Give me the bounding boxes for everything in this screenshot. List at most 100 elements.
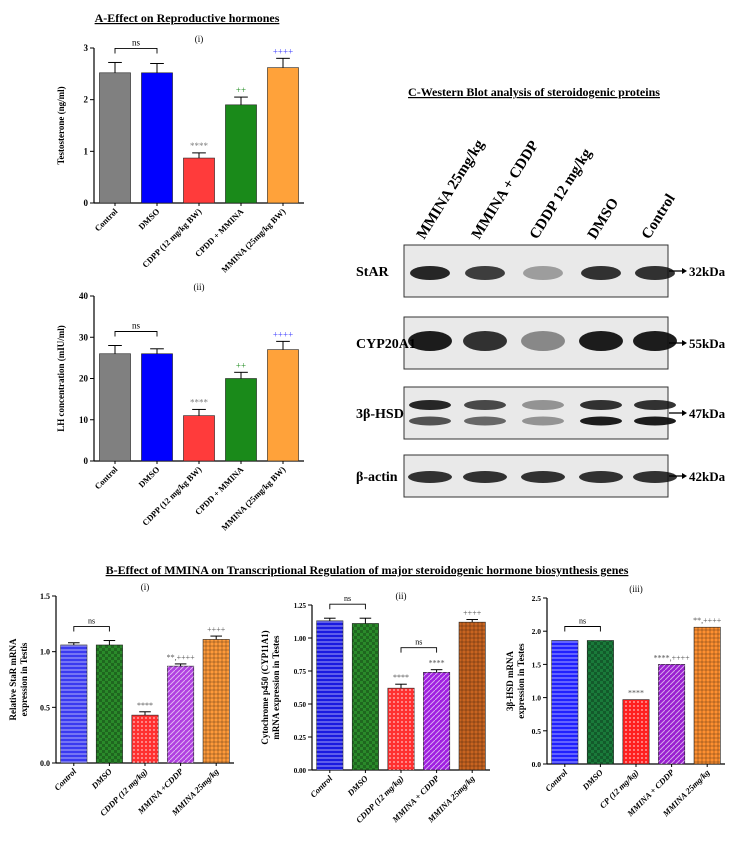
y-tick-label: 0.75 xyxy=(294,668,307,676)
lane-label: DMSO xyxy=(585,195,622,242)
y-tick-label: 1.5 xyxy=(40,592,50,601)
blot-membrane xyxy=(403,386,669,440)
y-tick-label: 2 xyxy=(84,95,89,105)
bar xyxy=(225,378,257,462)
bar xyxy=(267,67,299,204)
bar xyxy=(99,72,131,204)
significance-label: ++++ xyxy=(207,625,226,634)
y-tick-label: 1.0 xyxy=(40,648,50,657)
blot-band xyxy=(521,471,565,483)
y-axis-label-line: expression in Testis xyxy=(19,642,29,716)
blot-panel: CYP20A1 55kDa xyxy=(356,316,726,370)
y-tick-label: 0.5 xyxy=(40,703,50,712)
ns-bracket xyxy=(329,603,366,610)
y-axis-label-line: 3β-HSD mRNA xyxy=(505,651,515,711)
bar-chart: (iii) 0.0 0.5 1.0 1.5 2.0 2.5 3β-HSD mRNA expres… xyxy=(505,584,725,819)
bar-texture xyxy=(694,627,721,764)
x-tick-label: Control xyxy=(92,464,119,491)
y-tick-label: 10 xyxy=(79,415,89,425)
band-size-label: 47kDa xyxy=(689,406,726,421)
ns-label: ns xyxy=(579,616,586,625)
bar xyxy=(225,104,257,204)
blot-band xyxy=(463,331,507,351)
significance-label: **** xyxy=(628,689,644,698)
y-tick-label: 0.25 xyxy=(294,734,307,742)
band-size-label: 32kDa xyxy=(689,264,726,279)
x-tick-label: DMSO xyxy=(580,767,605,792)
y-axis-label-line: mRNA expression in Testes xyxy=(271,635,281,740)
ns-label: ns xyxy=(344,594,351,603)
significance-label: ++++ xyxy=(273,46,293,56)
blot-band xyxy=(581,266,621,280)
blot-band xyxy=(409,416,451,426)
ns-label: ns xyxy=(88,617,95,626)
blot-panel: StAR 32kDa xyxy=(356,244,726,298)
section-a-title: A-Effect on Reproductive hormones xyxy=(95,11,280,25)
protein-label: StAR xyxy=(356,265,390,280)
y-tick-label: 40 xyxy=(79,291,89,301)
y-tick-label: 20 xyxy=(79,374,89,384)
y-axis-label-line: Relative StaR mRNA xyxy=(8,638,18,720)
bar-chart: (ii) 0.00 0.25 0.50 0.75 1.00 1.25 Cytochrome p… xyxy=(260,591,490,825)
bar-texture xyxy=(316,620,343,770)
bar-texture xyxy=(167,666,194,763)
y-axis-label-line: Cytochrome p450 (CYP11A1) xyxy=(260,630,270,744)
bar xyxy=(141,353,173,462)
ns-bracket xyxy=(73,626,110,632)
blot-band xyxy=(464,416,506,426)
blot-band xyxy=(580,416,622,426)
ns-label: ns xyxy=(132,321,141,331)
panel-label: (iii) xyxy=(629,584,643,594)
size-arrowhead xyxy=(682,410,687,416)
significance-label: **,++++ xyxy=(167,653,196,662)
ns-bracket-2 xyxy=(400,647,438,653)
blot-band xyxy=(579,471,623,483)
bar-texture xyxy=(551,640,578,764)
bar-texture xyxy=(131,715,159,763)
blot-band xyxy=(634,400,676,410)
significance-label: ++++ xyxy=(273,329,293,339)
bar-texture xyxy=(587,640,614,764)
y-tick-label: 0.50 xyxy=(294,701,307,709)
y-axis-label: LH concentration (mIU/ml) xyxy=(56,325,66,431)
panel-label: (ii) xyxy=(396,591,407,601)
bar xyxy=(141,72,173,204)
y-tick-label: 1.00 xyxy=(294,635,307,643)
lane-label: CDDP 12 mg/kg xyxy=(527,146,596,243)
y-tick-label: 2.0 xyxy=(532,627,542,636)
protein-label: CYP20A1 xyxy=(356,337,416,352)
western-blot-figure: C-Western Blot analysis of steroidogenic… xyxy=(356,85,726,498)
blot-panel: β-actin 42kDa xyxy=(356,454,726,498)
x-tick-label: DMSO xyxy=(345,773,370,798)
y-axis-label: Testosterone (ng/ml) xyxy=(56,86,66,164)
bar-chart: (i) 0 1 2 3 Testosterone (ng/ml) Control DMSO **… xyxy=(56,34,304,275)
blot-band xyxy=(464,400,506,410)
significance-label: **** xyxy=(137,701,153,710)
blot-band xyxy=(465,266,505,280)
y-tick-label: 0.00 xyxy=(294,767,307,775)
bar-texture xyxy=(459,622,486,770)
y-tick-label: 0.0 xyxy=(40,759,50,768)
bar xyxy=(183,415,215,462)
significance-label: ++ xyxy=(236,360,246,370)
y-tick-label: 1.25 xyxy=(294,602,307,610)
bar xyxy=(99,353,131,462)
y-axis-label-line: expression in Testes xyxy=(516,643,526,719)
blot-band xyxy=(408,331,452,351)
bar-texture xyxy=(387,688,415,770)
y-tick-label: 0.5 xyxy=(532,727,542,736)
blot-band xyxy=(522,416,564,426)
band-size-label: 42kDa xyxy=(689,469,726,484)
bar-chart: (ii) 0 10 20 30 40 LH concentration (mIU/ml) Co… xyxy=(56,282,304,533)
blot-band xyxy=(635,266,675,280)
blot-band xyxy=(463,471,507,483)
ns-bracket xyxy=(114,48,158,54)
blot-band xyxy=(522,400,564,410)
y-tick-label: 0 xyxy=(84,198,89,208)
bar-texture xyxy=(658,664,685,764)
panel-label: (i) xyxy=(195,34,204,44)
x-tick-label: Control xyxy=(543,767,570,794)
blot-band xyxy=(579,331,623,351)
bar-chart: (i) 0.0 0.5 1.0 1.5 Relative StaR mRNA express… xyxy=(8,582,234,818)
